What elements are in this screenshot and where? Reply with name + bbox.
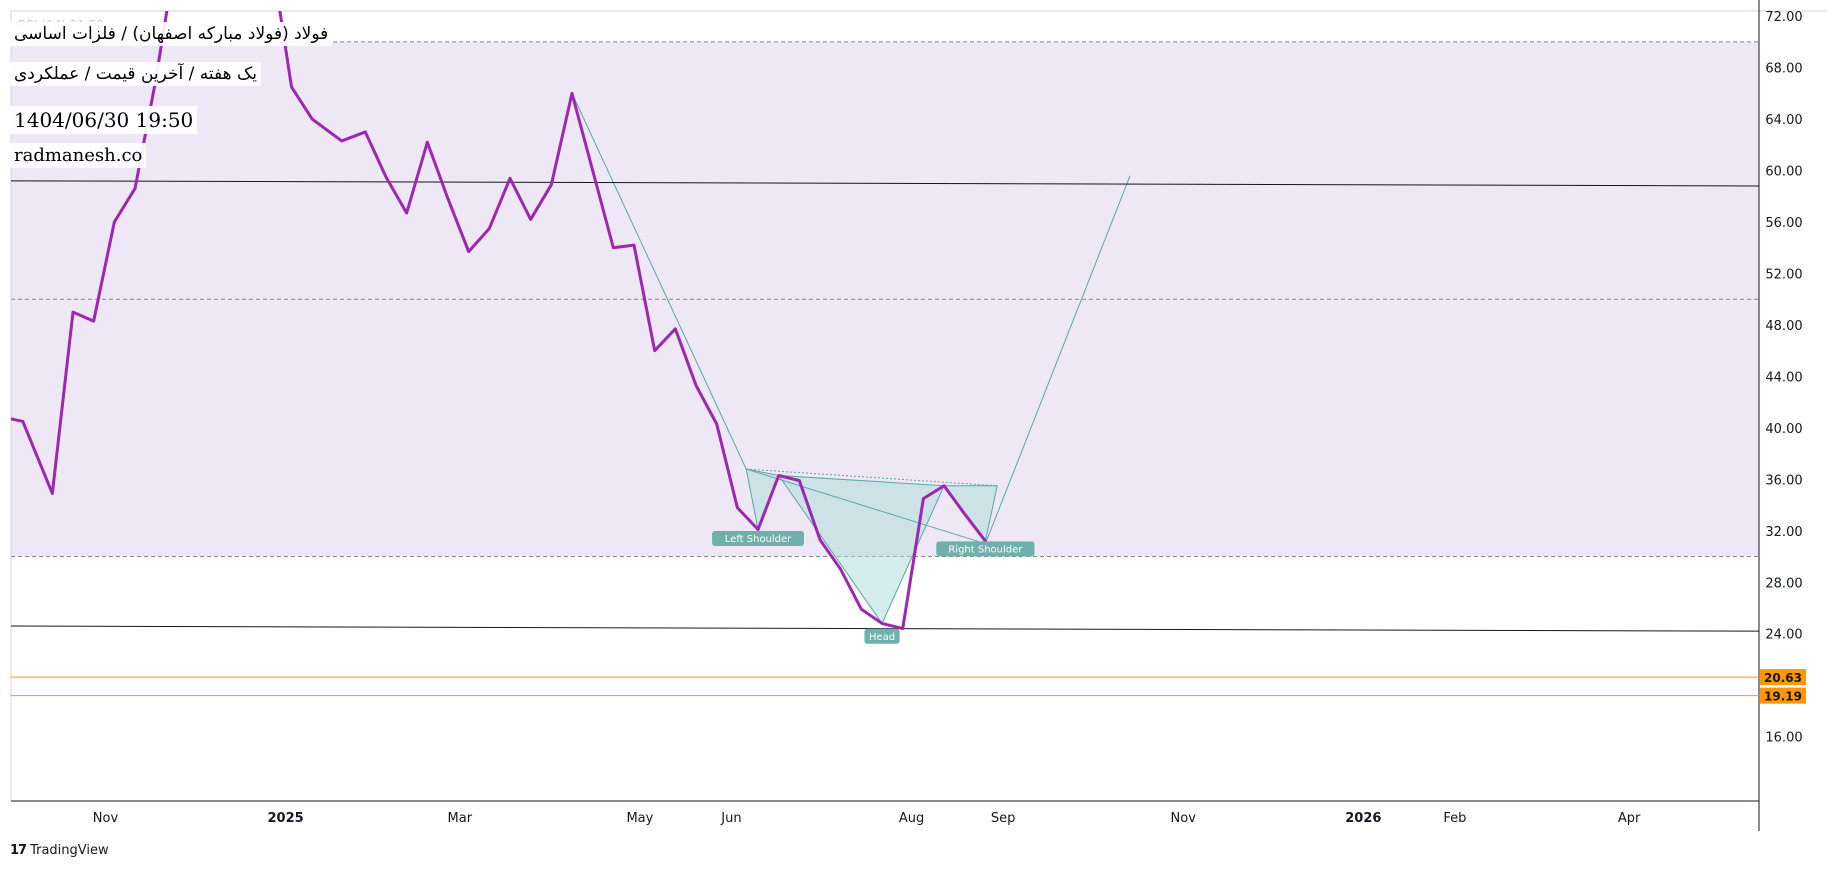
pattern-projection-line <box>571 93 1131 545</box>
head-and-shoulders-pattern <box>571 93 1131 625</box>
y-tick-label: 60.00 <box>1765 165 1802 180</box>
y-tick-label: 40.00 <box>1765 422 1802 437</box>
website-label: radmanesh.co <box>10 143 147 168</box>
chart-datetime: 1404/06/30 19:50 <box>10 106 198 134</box>
x-tick-label: Nov <box>93 811 119 826</box>
trendline-2 <box>11 625 1759 632</box>
x-tick-label: Nov <box>1171 811 1197 826</box>
rsi-line <box>11 11 987 631</box>
y-tick-label: 52.00 <box>1765 267 1802 282</box>
y-tick-label: 24.00 <box>1765 628 1802 643</box>
price-badge <box>1760 669 1806 686</box>
x-tick-label: Sep <box>991 811 1016 826</box>
x-tick-label: 2025 <box>268 811 304 826</box>
y-tick-label: 56.00 <box>1765 216 1802 231</box>
pattern-label-head: Head <box>864 628 900 644</box>
trendlines-layer <box>11 180 1759 697</box>
y-tick-label: 44.00 <box>1765 370 1802 385</box>
brand-name: TradingView <box>30 843 109 858</box>
level-lines-layer <box>11 41 1759 558</box>
tradingview-brand[interactable]: 17 TradingView <box>10 843 109 858</box>
plot-frame <box>10 0 1827 831</box>
x-tick-label: May <box>626 811 653 826</box>
chart-subtitle: یک هفته / آخرین قیمت / عملکردی <box>10 62 261 86</box>
price-badge <box>1760 687 1806 704</box>
x-tick-label: Feb <box>1443 811 1466 826</box>
rsi-series-layer <box>11 11 987 631</box>
x-tick-label: 2026 <box>1345 811 1381 826</box>
x-axis: Nov 2025 Mar May Jun Aug Sep Nov 2026 Feb Apr <box>93 811 1641 826</box>
pattern-label-bg <box>936 541 1035 557</box>
y-tick-label: 32.00 <box>1765 525 1802 540</box>
pattern-label-text: Left Shoulder <box>725 534 792 545</box>
y-tick-label: 64.00 <box>1765 113 1802 128</box>
y-tick-label: 16.00 <box>1765 731 1802 746</box>
pattern-neckline <box>746 468 998 487</box>
pattern-label-bg <box>864 628 900 644</box>
tradingview-logo-icon: 17 <box>10 843 27 858</box>
pattern-label-right-shoulder: Right Shoulder <box>936 541 1035 557</box>
y-tick-label: 48.00 <box>1765 319 1802 334</box>
trendline-1 <box>11 180 1759 187</box>
y-axis: 72.00 68.00 64.00 60.00 56.00 52.00 48.00 44.00… <box>1760 10 1806 746</box>
pattern-label-text: Right Shoulder <box>948 544 1023 555</box>
x-tick-label: Jun <box>720 811 741 826</box>
price-badge-text: 19.19 <box>1764 690 1802 704</box>
x-tick-label: Mar <box>448 811 473 826</box>
y-tick-label: 28.00 <box>1765 576 1802 591</box>
y-tick-label: 36.00 <box>1765 473 1802 488</box>
pattern-labels-layer: Left Shoulder Head Right Shoulder <box>712 531 1035 644</box>
chart-title: فولاد (فولاد مبارکه اصفهان) / فلزات اساس… <box>10 22 333 46</box>
pattern-label-bg <box>712 531 804 547</box>
pattern-label-text: Head <box>869 632 895 643</box>
price-badge-text: 20.63 <box>1764 671 1802 685</box>
y-tick-label: 72.00 <box>1765 10 1802 25</box>
x-tick-label: Apr <box>1618 811 1641 826</box>
pattern-label-left-shoulder: Left Shoulder <box>712 531 804 547</box>
x-tick-label: Aug <box>899 811 924 826</box>
y-tick-label: 68.00 <box>1765 62 1802 77</box>
